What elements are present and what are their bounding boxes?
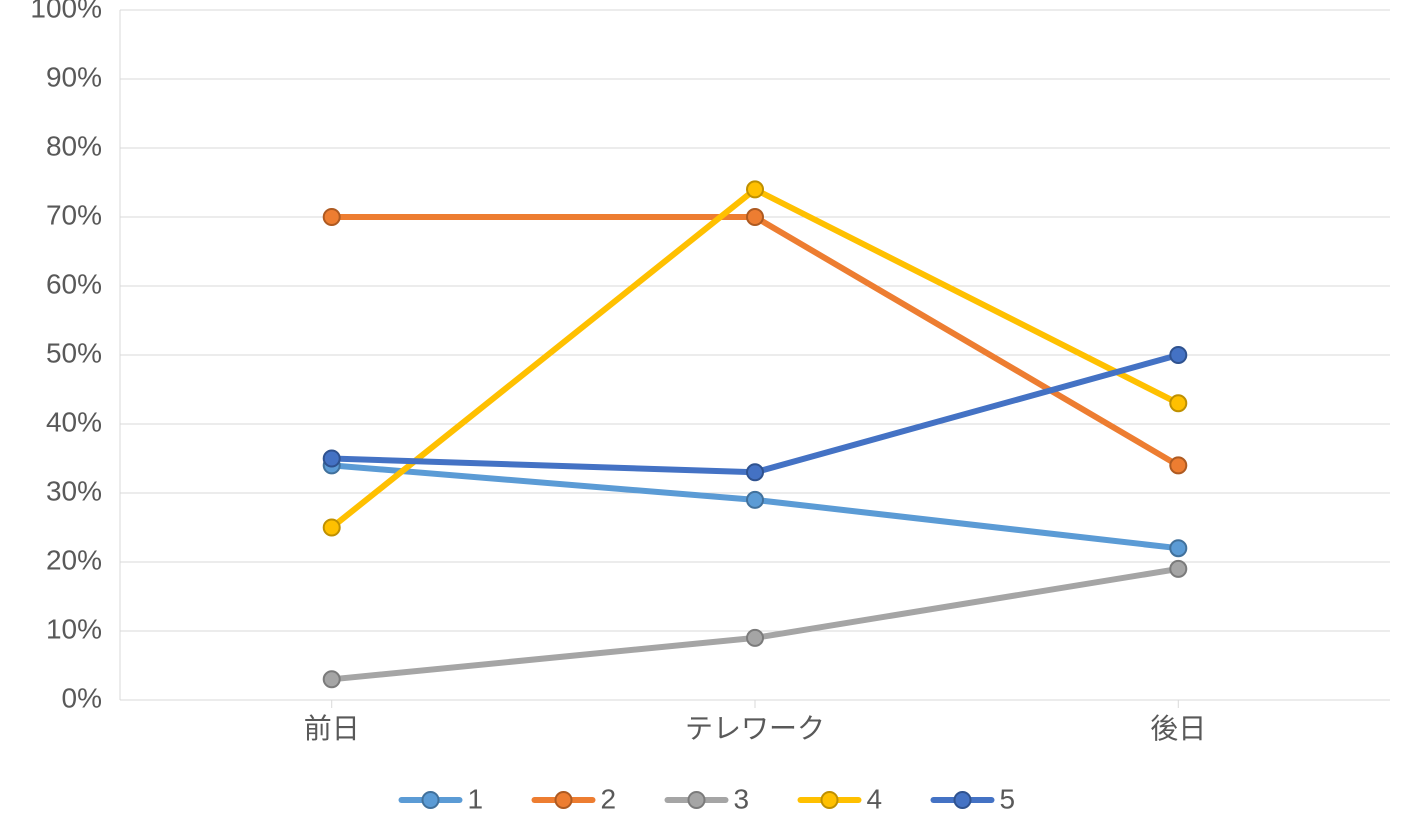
series-marker-2 (324, 209, 340, 225)
series-marker-1 (747, 492, 763, 508)
series-marker-5 (1170, 347, 1186, 363)
y-tick-label: 70% (46, 199, 102, 230)
x-tick-label: 後日 (1150, 713, 1206, 744)
series-marker-5 (324, 451, 340, 467)
y-tick-label: 0% (62, 682, 102, 713)
legend-swatch-marker (689, 792, 705, 808)
legend-label: 4 (867, 783, 883, 814)
series-marker-4 (324, 520, 340, 536)
legend-label: 5 (1000, 783, 1016, 814)
y-tick-label: 10% (46, 613, 102, 644)
y-tick-label: 20% (46, 544, 102, 575)
legend-label: 3 (734, 783, 750, 814)
legend-label: 2 (601, 783, 617, 814)
series-marker-2 (1170, 457, 1186, 473)
y-tick-label: 30% (46, 475, 102, 506)
series-marker-1 (1170, 540, 1186, 556)
series-marker-5 (747, 464, 763, 480)
y-tick-label: 80% (46, 130, 102, 161)
chart-background (0, 0, 1423, 833)
y-tick-label: 90% (46, 61, 102, 92)
legend-swatch-marker (423, 792, 439, 808)
line-chart: 0% 10% 20% 30% 40% 50% 60% 70% 80% 90% 100% 前日 テレワーク… (0, 0, 1423, 833)
legend-label: 1 (468, 783, 484, 814)
y-tick-label: 40% (46, 406, 102, 437)
series-marker-3 (324, 671, 340, 687)
chart-container: 0% 10% 20% 30% 40% 50% 60% 70% 80% 90% 100% 前日 テレワーク… (0, 0, 1423, 833)
series-marker-4 (747, 181, 763, 197)
legend-swatch-marker (955, 792, 971, 808)
y-tick-label: 100% (30, 0, 102, 23)
x-tick-label: 前日 (304, 713, 360, 744)
legend-swatch-marker (556, 792, 572, 808)
y-tick-label: 60% (46, 268, 102, 299)
series-marker-3 (1170, 561, 1186, 577)
series-marker-3 (747, 630, 763, 646)
series-marker-2 (747, 209, 763, 225)
x-tick-label: テレワーク (685, 713, 825, 744)
legend-swatch-marker (822, 792, 838, 808)
series-marker-4 (1170, 395, 1186, 411)
y-tick-label: 50% (46, 337, 102, 368)
